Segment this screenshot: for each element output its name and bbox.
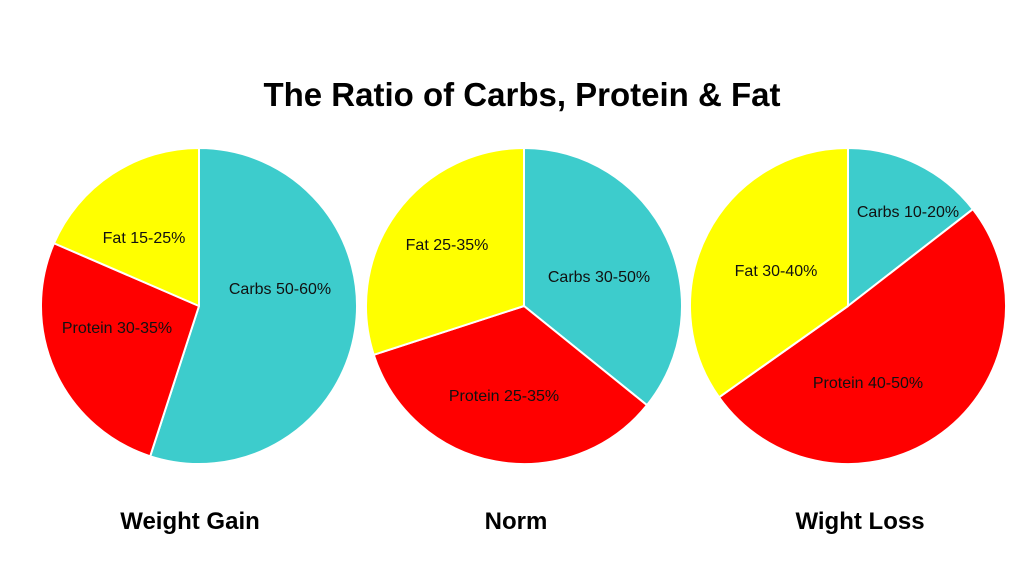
- slice-label-norm-protein: Protein 25-35%: [449, 388, 559, 405]
- pie-slice-norm-protein: [372, 305, 648, 465]
- slice-label-weight-gain-fat: Fat 15-25%: [103, 230, 186, 247]
- slice-label-norm-carbs: Carbs 30-50%: [548, 269, 650, 286]
- pie-slice-wight-loss-protein: [718, 208, 1008, 466]
- chart-title: The Ratio of Carbs, Protein & Fat: [263, 76, 781, 113]
- caption-wight-loss: Wight Loss: [795, 508, 925, 535]
- pie-slice-norm-carbs: [523, 147, 683, 407]
- slice-label-wight-loss-carbs: Carbs 10-20%: [857, 204, 959, 221]
- slice-label-wight-loss-fat: Fat 30-40%: [735, 263, 818, 280]
- pie-wight-loss: Carbs 10-20% Protein 40-50% Fat 30-40%: [689, 147, 1008, 466]
- caption-weight-gain: Weight Gain: [120, 508, 260, 535]
- pie-slice-weight-gain-carbs: [149, 147, 358, 465]
- pie-slice-weight-gain-protein: [40, 242, 200, 458]
- pie-slice-norm-fat: [365, 147, 525, 356]
- pie-slice-wight-loss-fat: [689, 147, 849, 399]
- caption-norm: Norm: [484, 508, 548, 535]
- pie-slice-weight-gain-fat: [52, 147, 200, 307]
- slice-label-wight-loss-protein: Protein 40-50%: [813, 375, 923, 392]
- slice-label-norm-fat: Fat 25-35%: [406, 237, 489, 254]
- pie-norm: Carbs 30-50% Protein 25-35% Fat 25-35%: [365, 147, 683, 465]
- pie-weight-gain: Carbs 50-60% Protein 30-35% Fat 15-25%: [40, 147, 358, 465]
- slice-label-weight-gain-protein: Protein 30-35%: [62, 320, 172, 337]
- pie-slice-wight-loss-carbs: [847, 147, 974, 307]
- slice-label-weight-gain-carbs: Carbs 50-60%: [229, 281, 331, 298]
